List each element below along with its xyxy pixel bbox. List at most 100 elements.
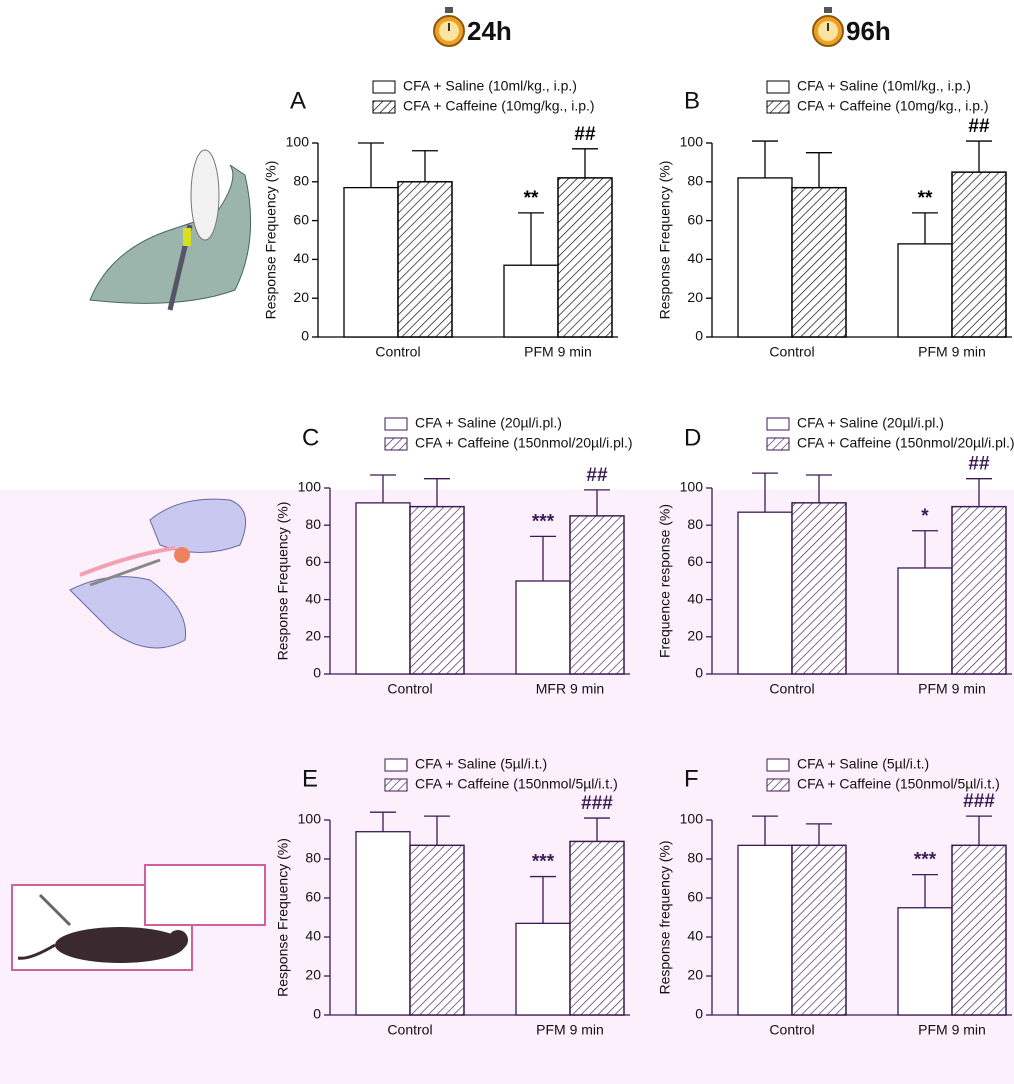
legend-label: CFA + Saline (20µl/i.pl.) bbox=[415, 415, 562, 431]
legend-swatch bbox=[385, 418, 407, 430]
y-tick-label: 40 bbox=[687, 590, 703, 606]
y-tick-label: 60 bbox=[305, 889, 321, 905]
x-tick-label: Control bbox=[375, 344, 420, 360]
bar bbox=[356, 503, 410, 674]
legend-label: CFA + Saline (5µl/i.t.) bbox=[415, 756, 547, 772]
legend-label: CFA + Caffeine (150nmol/5µl/i.t.) bbox=[415, 776, 618, 792]
bar-hatch bbox=[792, 845, 846, 1015]
bar bbox=[738, 845, 792, 1015]
y-tick-label: 20 bbox=[687, 289, 703, 305]
bar-hatch bbox=[952, 507, 1006, 674]
y-tick-label: 80 bbox=[305, 516, 321, 532]
legend-label: CFA + Caffeine (150nmol/20µl/i.pl.) bbox=[415, 435, 633, 451]
legend-label: CFA + Caffeine (150nmol/20µl/i.pl.) bbox=[797, 435, 1014, 451]
legend-swatch bbox=[767, 81, 789, 93]
legend-swatch bbox=[767, 418, 789, 430]
x-tick-label: PFM 9 min bbox=[918, 681, 986, 697]
significance-label: ### bbox=[963, 791, 995, 812]
y-tick-label: 100 bbox=[286, 134, 310, 150]
y-tick-label: 0 bbox=[313, 665, 321, 681]
y-tick-label: 80 bbox=[687, 173, 703, 189]
legend-swatch bbox=[385, 759, 407, 771]
y-tick-label: 0 bbox=[695, 328, 703, 344]
y-tick-label: 40 bbox=[687, 928, 703, 944]
y-tick-label: 20 bbox=[687, 628, 703, 644]
y-tick-label: 20 bbox=[305, 628, 321, 644]
column-header: 24h bbox=[467, 16, 512, 46]
stopwatch-icon bbox=[813, 7, 843, 46]
legend-label: CFA + Saline (20µl/i.pl.) bbox=[797, 415, 944, 431]
bar bbox=[738, 512, 792, 674]
y-axis-label: Frequence response (%) bbox=[657, 504, 673, 658]
panel-label: B bbox=[684, 87, 700, 114]
y-tick-label: 100 bbox=[298, 811, 322, 827]
y-tick-label: 0 bbox=[313, 1006, 321, 1022]
panel-label: C bbox=[302, 424, 319, 451]
bar-hatch bbox=[792, 503, 846, 674]
y-axis-label: Response Frequency (%) bbox=[275, 838, 291, 997]
legend-swatch bbox=[373, 81, 395, 93]
bar bbox=[898, 244, 952, 337]
legend-label: CFA + Caffeine (150nmol/5µl/i.t.) bbox=[797, 776, 1000, 792]
bar-hatch bbox=[952, 845, 1006, 1015]
bar-hatch bbox=[410, 845, 464, 1015]
significance-label: ## bbox=[968, 454, 990, 475]
illustration-ip bbox=[90, 150, 251, 310]
y-tick-label: 100 bbox=[298, 479, 322, 495]
y-tick-label: 100 bbox=[680, 134, 704, 150]
legend-swatch-hatch bbox=[373, 101, 395, 113]
bar bbox=[356, 832, 410, 1015]
y-tick-label: 40 bbox=[305, 928, 321, 944]
significance-label: *** bbox=[532, 511, 555, 532]
x-tick-label: MFR 9 min bbox=[536, 681, 604, 697]
legend-swatch bbox=[767, 759, 789, 771]
legend-swatch-hatch bbox=[767, 438, 789, 450]
stopwatch-icon bbox=[434, 7, 464, 46]
significance-label: ## bbox=[968, 116, 990, 137]
panel-label: F bbox=[684, 765, 699, 792]
y-tick-label: 40 bbox=[293, 250, 309, 266]
y-tick-label: 20 bbox=[687, 967, 703, 983]
y-tick-label: 100 bbox=[680, 811, 704, 827]
significance-label: ** bbox=[524, 188, 539, 209]
bar-hatch bbox=[792, 188, 846, 337]
legend-label: CFA + Caffeine (10mg/kg., i.p.) bbox=[797, 98, 989, 114]
bar-hatch bbox=[410, 507, 464, 674]
significance-label: ** bbox=[918, 188, 933, 209]
panel-label: A bbox=[290, 87, 306, 114]
x-tick-label: Control bbox=[769, 681, 814, 697]
legend-swatch-hatch bbox=[385, 779, 407, 791]
bar-hatch bbox=[558, 178, 612, 337]
y-tick-label: 100 bbox=[680, 479, 704, 495]
column-header: 96h bbox=[846, 16, 891, 46]
y-tick-label: 80 bbox=[293, 173, 309, 189]
x-tick-label: PFM 9 min bbox=[524, 344, 592, 360]
x-tick-label: Control bbox=[387, 681, 432, 697]
x-tick-label: PFM 9 min bbox=[918, 344, 986, 360]
y-tick-label: 60 bbox=[687, 889, 703, 905]
y-tick-label: 60 bbox=[687, 553, 703, 569]
legend-label: CFA + Saline (5µl/i.t.) bbox=[797, 756, 929, 772]
y-tick-label: 40 bbox=[687, 250, 703, 266]
y-axis-label: Response frequency (%) bbox=[657, 840, 673, 994]
significance-label: ## bbox=[574, 124, 596, 145]
bar bbox=[344, 188, 398, 337]
panel-label: D bbox=[684, 424, 701, 451]
significance-label: * bbox=[921, 506, 929, 527]
bar bbox=[516, 923, 570, 1015]
y-tick-label: 20 bbox=[293, 289, 309, 305]
bar-hatch bbox=[570, 841, 624, 1015]
y-tick-label: 60 bbox=[305, 553, 321, 569]
y-tick-label: 0 bbox=[695, 1006, 703, 1022]
y-axis-label: Response Frequency (%) bbox=[275, 502, 291, 661]
legend-label: CFA + Saline (10ml/kg., i.p.) bbox=[403, 78, 577, 94]
x-tick-label: PFM 9 min bbox=[536, 1022, 604, 1038]
significance-label: ### bbox=[581, 793, 613, 814]
legend-swatch-hatch bbox=[767, 779, 789, 791]
significance-label: ## bbox=[586, 465, 608, 486]
y-axis-label: Response Frequency (%) bbox=[263, 161, 279, 320]
y-tick-label: 80 bbox=[305, 850, 321, 866]
x-tick-label: Control bbox=[769, 1022, 814, 1038]
bar bbox=[738, 178, 792, 337]
y-tick-label: 40 bbox=[305, 590, 321, 606]
